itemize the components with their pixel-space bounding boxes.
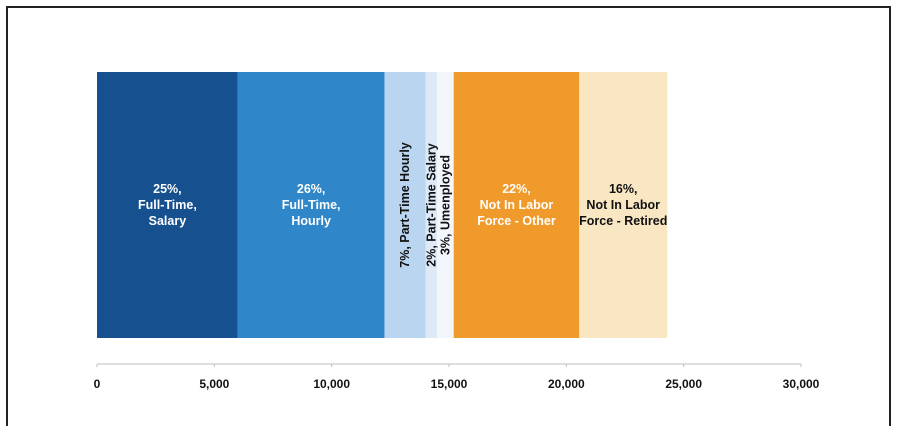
x-tick-label: 0 bbox=[94, 377, 101, 391]
segment-label-ft-salary: 25%, Full-Time, Salary bbox=[138, 182, 197, 228]
x-tick-label: 30,000 bbox=[783, 377, 820, 391]
bar-segment-ft-salary bbox=[97, 72, 238, 338]
x-tick-label: 15,000 bbox=[431, 377, 468, 391]
x-tick-label: 20,000 bbox=[548, 377, 585, 391]
x-tick-label: 25,000 bbox=[665, 377, 702, 391]
bar-segment-nilf-retired bbox=[579, 72, 668, 338]
segment-label-unemployed: 3%, Umenployed bbox=[438, 155, 452, 255]
segment-label-nilf-retired: 16%, Not In Labor Force - Retired bbox=[579, 182, 667, 228]
bar-segment-unemployed bbox=[437, 72, 454, 338]
x-tick-label: 5,000 bbox=[199, 377, 229, 391]
segment-label-pt-hourly: 7%, Part-Time Hourly bbox=[398, 142, 412, 268]
segment-label-ft-hourly: 26%, Full-Time, Hourly bbox=[282, 182, 341, 228]
segment-label-pt-salary: 2%, Part-Time Salary bbox=[424, 143, 438, 266]
bar-segment-pt-hourly bbox=[384, 72, 426, 338]
chart-frame bbox=[6, 6, 891, 426]
bar-segment-ft-hourly bbox=[237, 72, 385, 338]
x-tick-label: 10,000 bbox=[313, 377, 350, 391]
bar-segment-nilf-other bbox=[453, 72, 580, 338]
bar-segment-pt-salary bbox=[425, 72, 438, 338]
segment-label-nilf-other: 22%, Not In Labor Force - Other bbox=[477, 182, 556, 228]
